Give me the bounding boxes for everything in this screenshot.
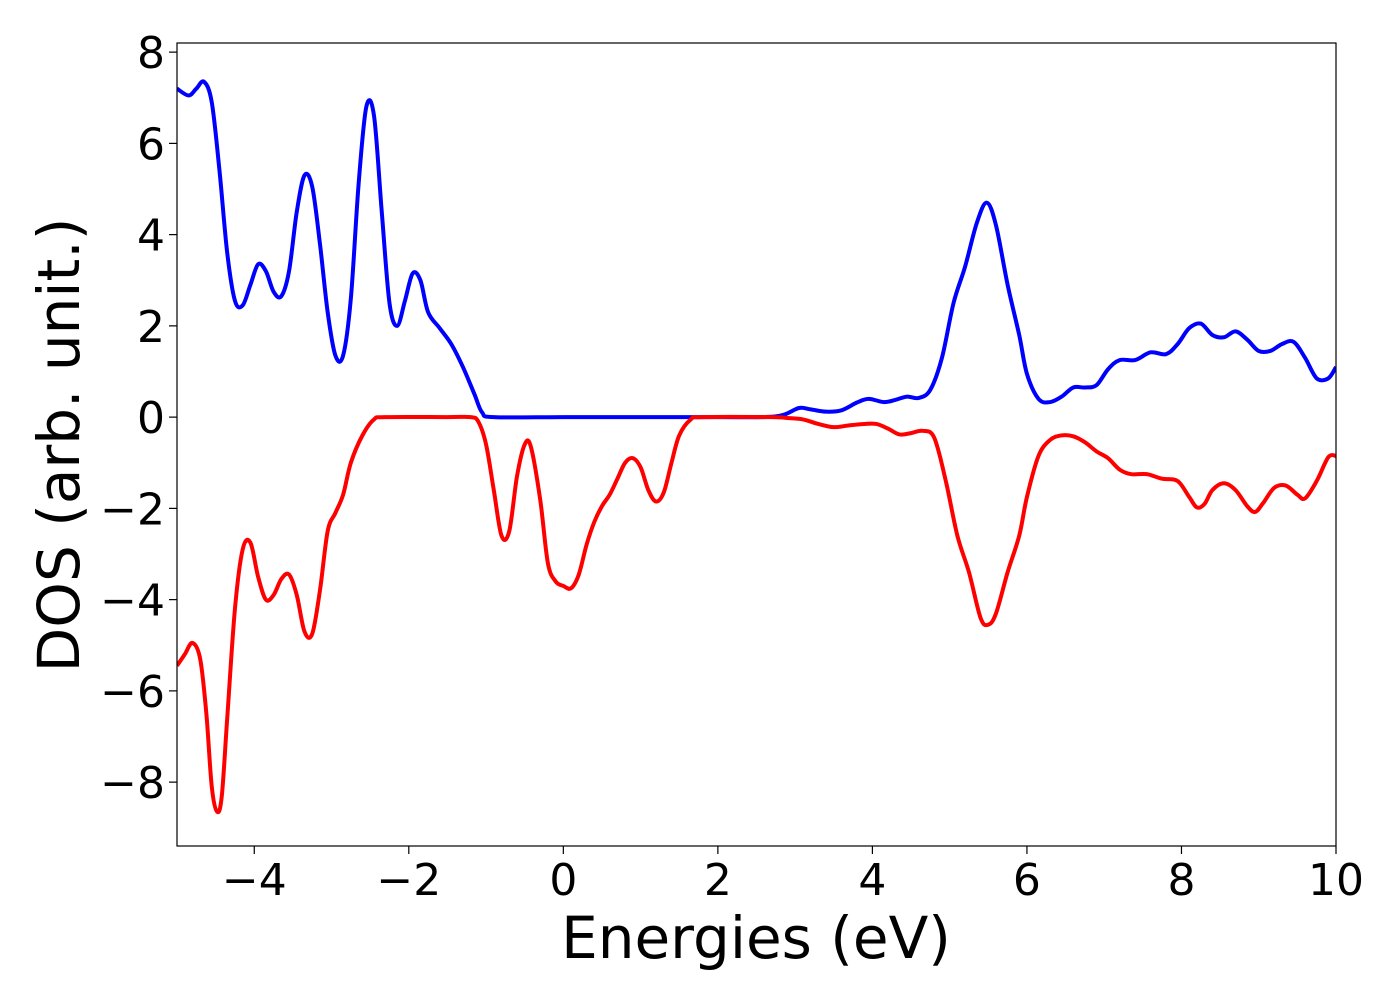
y-tick-label: −2 [100, 484, 165, 535]
x-tick-label: 0 [549, 855, 577, 906]
x-tick-label: 4 [858, 855, 886, 906]
y-axis-title: DOS (arb. unit.) [25, 218, 93, 673]
y-tick-label: −6 [100, 667, 165, 718]
x-tick-label: 8 [1167, 855, 1195, 906]
x-tick-label: −4 [222, 855, 287, 906]
x-tick-label: 6 [1013, 855, 1041, 906]
x-axis-title: Energies (eV) [561, 904, 951, 972]
y-tick-label: −4 [100, 576, 165, 627]
y-tick-label: 4 [137, 211, 165, 262]
y-axis-ticks: 8 6 4 2 0 −2 −4 −6 −8 [100, 28, 177, 809]
y-tick-label: 2 [137, 302, 165, 353]
y-tick-label: −8 [100, 758, 165, 809]
x-tick-label: −2 [376, 855, 441, 906]
x-tick-label: 2 [704, 855, 732, 906]
dos-series-line-upper [177, 79, 1336, 420]
y-tick-label: 8 [137, 28, 165, 79]
dos-series-line-lower [177, 414, 1336, 815]
plot-area-frame [176, 42, 1337, 847]
x-axis-ticks: −4 −2 0 2 4 6 8 10 [222, 846, 1364, 906]
y-tick-label: 0 [137, 393, 165, 444]
y-tick-label: 6 [137, 119, 165, 170]
x-tick-label: 10 [1308, 855, 1364, 906]
series-layer [177, 79, 1336, 815]
